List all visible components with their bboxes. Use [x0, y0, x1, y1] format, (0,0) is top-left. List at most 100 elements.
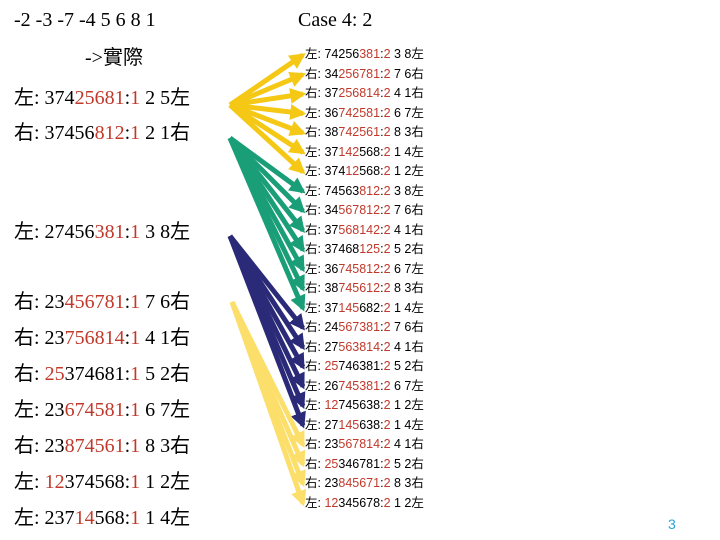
- arrow-yellow: [228, 52, 306, 108]
- page-number: 3: [668, 516, 676, 532]
- sequence-suffix: :: [380, 66, 384, 81]
- right-row: 左: 37142568:2 1 4左: [305, 145, 424, 160]
- sequence-highlight: 742561: [338, 125, 381, 139]
- arrow-yellow: [229, 102, 307, 120]
- right-row: 右: 37256814:2 4 1右: [305, 86, 424, 101]
- sequence-suffix: 568:: [94, 507, 131, 529]
- sequence-highlight: 25: [324, 359, 339, 373]
- case-title: Case 4: 2: [298, 9, 373, 31]
- subheader: ->實際: [85, 47, 143, 69]
- level-number: 2: [383, 300, 391, 315]
- sequence-suffix: :: [380, 242, 384, 256]
- left-row: 左: 23674581:1 6 7左: [14, 398, 190, 422]
- side-label: 左: [305, 183, 318, 198]
- sequence-highlight: 563814: [338, 339, 381, 354]
- level-number: 2: [383, 66, 391, 81]
- sequence-suffix: 682:: [359, 300, 384, 315]
- choice-values: 1 2左: [140, 471, 191, 493]
- sequence-suffix: :: [380, 261, 384, 276]
- level-number: 2: [383, 125, 391, 139]
- sequence-highlight: 125: [359, 242, 381, 256]
- arrow-yellow: [229, 87, 307, 108]
- sequence-prefix: :: [317, 495, 325, 510]
- side-label: 右: [305, 476, 318, 490]
- sequence-suffix: :: [124, 221, 131, 243]
- side-label: 右: [305, 437, 318, 451]
- side-label: 右: [305, 125, 318, 139]
- level-number: 2: [383, 437, 391, 451]
- side-label: 右: [305, 203, 318, 217]
- side-label: 右: [305, 242, 318, 256]
- sequence-prefix: : 36: [317, 105, 339, 120]
- left-row: 右: 23756814:1 4 1右: [14, 326, 190, 350]
- side-label: 左: [305, 261, 318, 276]
- sequence-prefix: : 27: [317, 339, 339, 354]
- side-label: 右: [14, 435, 34, 457]
- right-row: 右: 37468125:2 5 2右: [305, 242, 424, 257]
- right-row: 右: 23567814:2 4 1右: [305, 437, 424, 452]
- level-number: 1: [130, 471, 141, 493]
- sequence-highlight: 674581: [64, 399, 125, 421]
- sequence-suffix: :: [380, 281, 384, 295]
- sequence-suffix: :: [380, 437, 384, 451]
- choice-values: 6 7左: [390, 378, 424, 393]
- sequence-highlight: 745812: [338, 261, 381, 276]
- right-row: 左: 27145638:2 1 4左: [305, 418, 424, 433]
- sequence-prefix: : 23: [34, 399, 65, 421]
- sequence-prefix: :: [317, 359, 325, 373]
- arrow-navy: [227, 235, 306, 429]
- sequence-highlight: 25: [44, 363, 65, 385]
- level-number: 1: [130, 363, 141, 385]
- side-label: 右: [14, 122, 34, 144]
- right-row: 右: 25746381:2 5 2右: [305, 359, 424, 374]
- sequence-prefix: : 37: [317, 144, 339, 159]
- sequence-suffix: :: [380, 320, 384, 334]
- sequence-suffix: :: [124, 399, 131, 421]
- left-row: 右: 23456781:1 7 6右: [14, 290, 190, 314]
- side-label: 左: [14, 87, 34, 109]
- right-row: 左: 36742581:2 6 7左: [305, 106, 424, 121]
- arrow-green: [227, 137, 306, 312]
- sequence-suffix: :: [380, 125, 384, 139]
- right-row: 右: 38745612:2 8 3右: [305, 281, 424, 296]
- choice-values: 1 4左: [390, 417, 424, 432]
- level-number: 2: [383, 183, 391, 198]
- sequence-highlight: 256781: [338, 66, 381, 81]
- sequence-highlight: 25: [324, 456, 339, 471]
- sequence-highlight: 14: [74, 507, 95, 529]
- level-number: 2: [383, 476, 391, 490]
- level-number: 1: [130, 122, 141, 144]
- left-row: 左: 12374568:1 1 2左: [14, 470, 190, 494]
- right-row: 左: 74563812:2 3 8左: [305, 184, 424, 199]
- side-label: 右: [305, 222, 318, 237]
- right-row: 左: 26745381:2 6 7左: [305, 379, 424, 394]
- side-label: 左: [14, 471, 34, 493]
- left-row: 右: 25374681:1 5 2右: [14, 362, 190, 386]
- side-label: 左: [14, 399, 34, 421]
- choice-values: 5 2右: [390, 456, 424, 471]
- left-row: 左: 37425681:1 2 5左: [14, 86, 190, 110]
- sequence-prefix: : 38: [317, 125, 339, 139]
- side-label: 右: [305, 66, 318, 81]
- choice-values: 4 1右: [390, 86, 424, 100]
- side-label: 左: [305, 495, 318, 510]
- side-label: 左: [14, 221, 34, 243]
- choice-values: 1 4左: [140, 507, 191, 529]
- level-number: 2: [383, 164, 391, 178]
- sequence-prefix: : 237: [34, 507, 75, 529]
- side-label: 右: [305, 359, 318, 373]
- sequence-highlight: 756814: [64, 327, 125, 349]
- sequence-highlight: 256814: [338, 86, 381, 100]
- sequence-prefix: : 374: [317, 164, 346, 178]
- sequence-highlight: 874561: [64, 435, 125, 457]
- right-row: 右: 37568142:2 4 1右: [305, 223, 424, 238]
- sequence-prefix: : 23: [317, 437, 339, 451]
- sequence-prefix: : 38: [317, 281, 339, 295]
- sequence-highlight: 381: [94, 221, 125, 243]
- side-label: 左: [14, 507, 34, 529]
- sequence-suffix: 374568:: [64, 471, 131, 493]
- right-row: 右: 24567381:2 7 6右: [305, 320, 424, 335]
- side-label: 左: [305, 300, 318, 315]
- choice-values: 6 7左: [390, 105, 424, 120]
- sequence-prefix: : 34: [317, 66, 339, 81]
